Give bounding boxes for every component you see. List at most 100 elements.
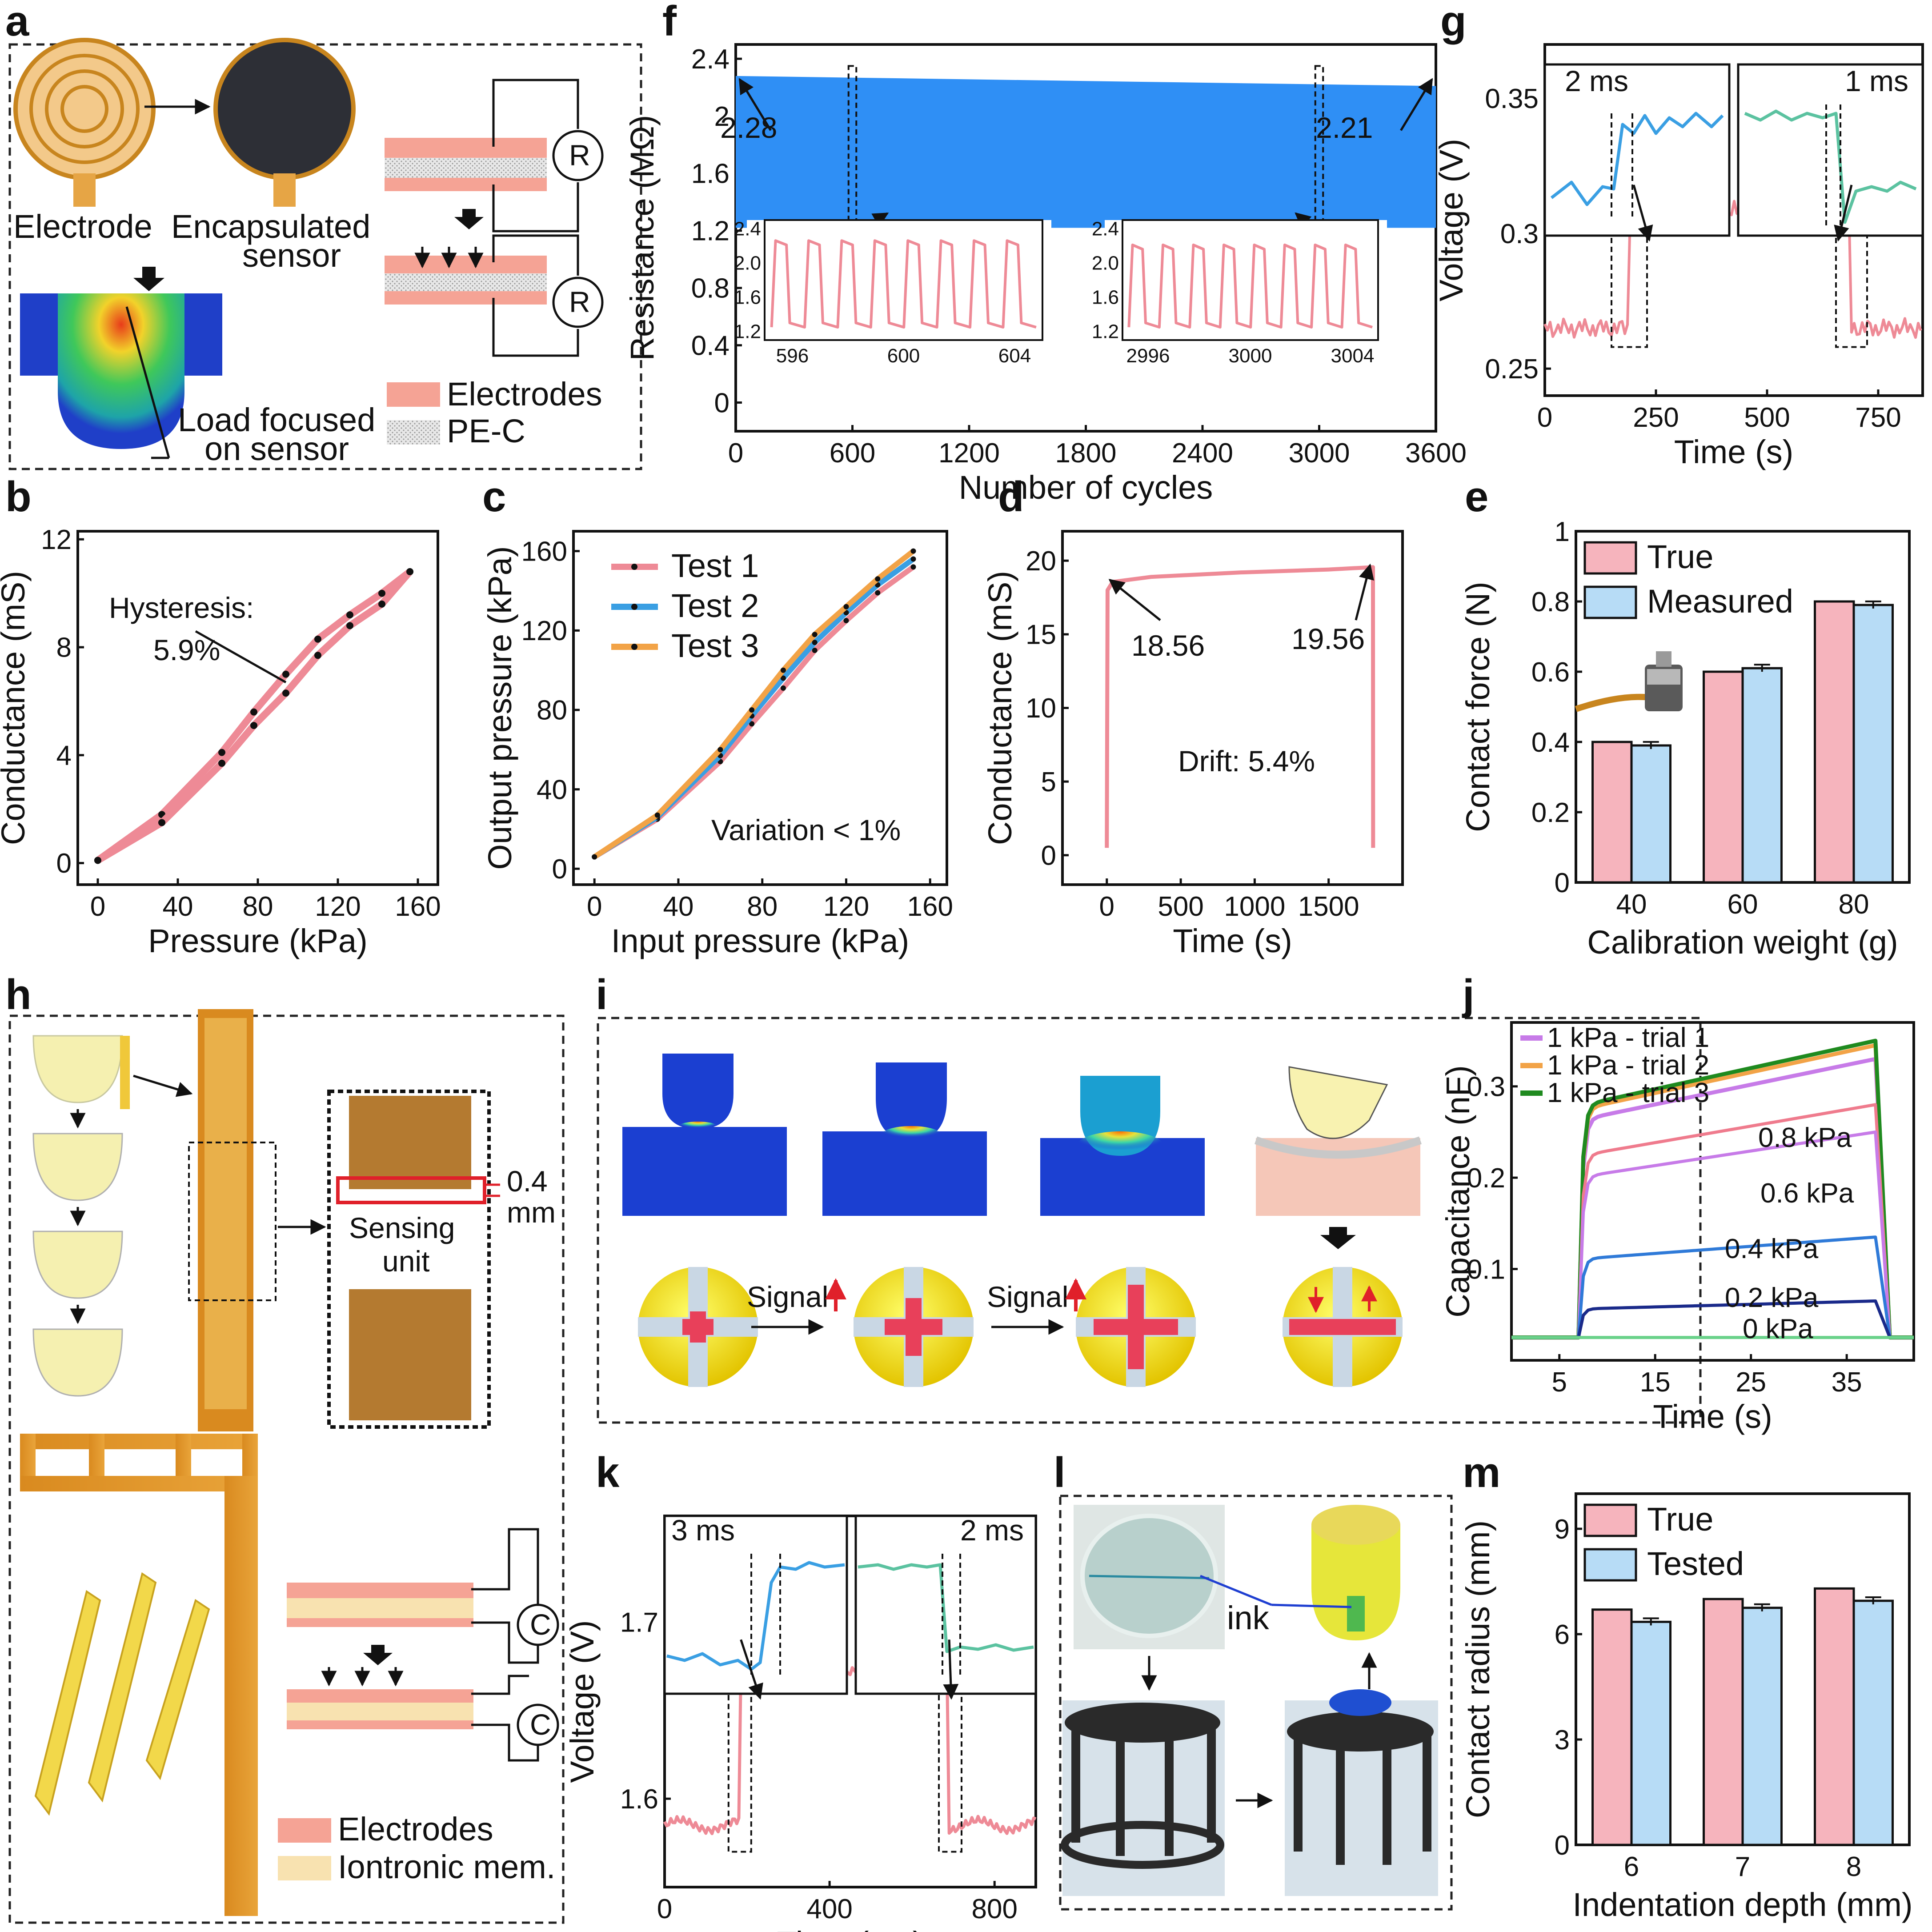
panel-letter-g: g	[1440, 0, 1467, 45]
dim-unit: mm	[507, 1196, 556, 1229]
y-tick-label: 0	[1555, 868, 1570, 898]
electrode-strip-image	[198, 1009, 253, 1431]
data-point	[218, 749, 225, 756]
y-tick-label: 0.2	[1531, 798, 1570, 828]
inset-k-right-label: 2 ms	[960, 1514, 1024, 1547]
experiment-photos	[1061, 1505, 1438, 1896]
c-symbol-2: C	[530, 1708, 551, 1741]
arrow-down-icon-i	[1320, 1227, 1356, 1249]
inset-fall-line	[1744, 109, 1917, 224]
x-tick-label: 8	[1846, 1852, 1861, 1882]
x-axis-label: Time (s)	[1653, 1398, 1772, 1435]
bar-true	[1814, 1587, 1855, 1846]
y-tick-label: 20	[1026, 546, 1056, 577]
inset-rise-line	[666, 1561, 845, 1671]
plot-frame	[572, 530, 948, 886]
legend-label: Test 2	[671, 587, 759, 624]
bar-tested	[1852, 1599, 1894, 1846]
legend-label: Test 3	[671, 627, 759, 664]
chart-g: 0 250 500 750 0.25 0.3 0.35 Time (s) Voltage (V)	[1433, 43, 1924, 470]
inset-bg	[747, 220, 1051, 341]
legend-electrodes-h: Electrodes	[338, 1811, 493, 1848]
data-point	[812, 632, 818, 637]
inset-k-left-label: 3 ms	[671, 1514, 735, 1547]
bar-measured	[1852, 604, 1894, 884]
resistance-band	[736, 76, 1436, 228]
panel-i-frame	[597, 1017, 1702, 1424]
panel-d: d 0 500 1000 1500 0 5 10 15 20 Time (s) Conductanc…	[982, 473, 1404, 959]
x-tick-label: 160	[907, 891, 953, 922]
data-point	[780, 685, 786, 691]
chart-j: 5 15 25 35 0.1 0.2 0.3 Time (s) Capacitance (nF)…	[1439, 1021, 1915, 1435]
annot-d-right: 19.56	[1291, 622, 1365, 655]
y-tick-label: 0.1	[1467, 1254, 1505, 1285]
x-axis-label: Time (ms)	[777, 1925, 923, 1932]
x-tick-label: 15	[1640, 1367, 1671, 1398]
y-tick-label: 15	[1026, 620, 1056, 650]
label-encapsulated-1: Encapsulated	[171, 208, 370, 245]
annot-arrow-right	[1400, 78, 1433, 131]
x-tick-label: 120	[823, 891, 869, 922]
assembly-steps	[32, 1035, 130, 1397]
data-point	[406, 568, 413, 576]
data-point	[843, 617, 849, 623]
y-tick-label: 6	[1555, 1619, 1570, 1650]
ink-leader-1	[1200, 1575, 1272, 1606]
zoom-arrow-rise	[1632, 184, 1653, 242]
plot-frame	[663, 1515, 1037, 1888]
panel-f: f 0 600 1200 1800 2400 3000 360000.40.81.21.62…	[624, 0, 1467, 506]
y-axis-label: Conductance (mS)	[0, 571, 32, 845]
annot-arrow-left	[738, 78, 772, 131]
y-tick-label: 8	[56, 633, 72, 663]
x-axis-label: Calibration weight (g)	[1587, 924, 1898, 961]
r-symbol-1: R	[569, 139, 590, 172]
panel-letter-c: c	[482, 473, 506, 521]
inset-fall-frame	[854, 1515, 1037, 1695]
data-point	[378, 600, 385, 608]
y-axis-label: Conductance (mS)	[982, 571, 1018, 845]
legend-label: True	[1647, 1501, 1713, 1538]
y-tick-label: 0	[56, 848, 72, 879]
y-tick-label: 0.3	[1500, 219, 1539, 249]
data-point	[910, 564, 916, 570]
sensing-area-horizontal	[682, 1319, 713, 1335]
bar-true	[1591, 741, 1633, 884]
bar-tested	[1741, 1607, 1783, 1846]
resistive-schematic: R R	[385, 79, 604, 357]
x-tick-label: 40	[163, 891, 193, 922]
inset-y-tick-label: 1.6	[1092, 287, 1119, 309]
panel-l-frame	[1059, 1495, 1453, 1911]
y-tick-label: 2	[714, 101, 730, 132]
legend-marker	[631, 604, 637, 610]
data-point	[314, 635, 321, 643]
inset-series-line	[770, 239, 1037, 329]
x-tick-label: 40	[1616, 889, 1647, 920]
panel-letter-k: k	[596, 1449, 620, 1496]
level-label: 0.6 kPa	[1760, 1178, 1854, 1209]
annot-f-left: 2.28	[720, 111, 777, 144]
inset-x-tick-label: 3000	[1229, 345, 1272, 367]
y-tick-label: 120	[521, 616, 567, 646]
data-point	[250, 708, 257, 716]
data-point	[749, 721, 755, 727]
inset-y-tick-label: 2.0	[1092, 252, 1119, 274]
data-point	[378, 589, 385, 597]
x-tick-label: 750	[1855, 402, 1901, 433]
x-tick-label: 35	[1832, 1367, 1862, 1398]
legend-label: 1 kPa - trial 2	[1547, 1050, 1709, 1081]
panel-letter-a: a	[5, 0, 29, 45]
encapsulated-sensor-image	[213, 38, 356, 207]
x-tick-label: 1000	[1224, 891, 1285, 922]
y-axis-label: Capacitance (nF)	[1439, 1065, 1476, 1318]
capacitance-line-5	[1511, 1235, 1914, 1339]
capacitive-schematic: C C	[287, 1528, 559, 1762]
level-label: 0.2 kPa	[1725, 1283, 1819, 1313]
signal-label-2: Signal	[987, 1280, 1068, 1313]
y-tick-label: 0	[714, 388, 730, 418]
x-axis-label: Pressure (kPa)	[148, 922, 367, 959]
sensing-area-horizontal	[1289, 1319, 1396, 1335]
data-point	[282, 689, 289, 697]
y-tick-label: 0	[1555, 1830, 1570, 1861]
data-point	[346, 622, 353, 629]
x-axis-label: Number of cycles	[959, 469, 1213, 506]
